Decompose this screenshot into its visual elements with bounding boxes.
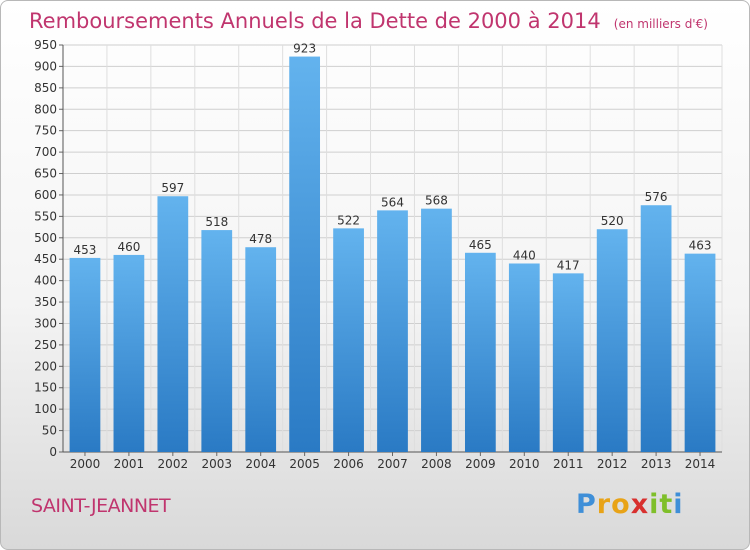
bar (596, 229, 628, 452)
bar-value-label: 460 (117, 240, 140, 254)
x-tick-label: 2010 (509, 457, 540, 471)
x-tick-label: 2009 (465, 457, 496, 471)
y-tick-label: 350 (34, 295, 57, 309)
y-tick-label: 400 (34, 274, 57, 288)
bar (640, 205, 672, 452)
labels: 0 50 100 150 200 250 300 350 400 450 500 550 600 650 7… (34, 38, 715, 471)
chart-unit: (en milliers d'€) (613, 17, 708, 31)
y-tick-label: 0 (49, 445, 57, 459)
logo-letter: i (673, 489, 684, 520)
x-tick-label: 2005 (289, 457, 320, 471)
y-tick-label: 850 (34, 81, 57, 95)
bar (245, 247, 277, 452)
bar (69, 257, 101, 452)
x-tick-label: 2013 (641, 457, 672, 471)
bar-value-label: 568 (425, 194, 448, 208)
bars (69, 56, 716, 452)
x-tick-label: 2000 (70, 457, 101, 471)
bar-value-label: 564 (381, 195, 404, 209)
y-tick-label: 150 (34, 381, 57, 395)
y-tick-label: 200 (34, 359, 57, 373)
bar (552, 273, 584, 452)
bar-value-label: 465 (469, 238, 492, 252)
bar (377, 210, 408, 452)
bar-value-label: 597 (161, 181, 184, 195)
logo-letter: x (630, 489, 650, 520)
bar-value-label: 520 (601, 214, 624, 228)
bar-value-label: 453 (74, 243, 97, 257)
bar-value-label: 522 (337, 213, 360, 227)
bar (157, 196, 189, 452)
x-tick-label: 2006 (333, 457, 364, 471)
chart-title-text: Remboursements Annuels de la Dette de 20… (29, 9, 601, 33)
y-tick-label: 550 (34, 209, 57, 223)
y-tick-label: 100 (34, 402, 57, 416)
logo-letter: i (649, 489, 660, 520)
y-tick-label: 600 (34, 188, 57, 202)
y-tick-label: 650 (34, 167, 57, 181)
x-tick-label: 2011 (553, 457, 584, 471)
bar (464, 252, 496, 452)
y-tick-label: 750 (34, 124, 57, 138)
logo-letter: t (659, 489, 674, 520)
city-name: SAINT-JEANNET (31, 495, 171, 517)
x-tick-label: 2001 (114, 457, 145, 471)
chart-title: Remboursements Annuels de la Dette de 20… (29, 9, 708, 33)
y-tick-label: 800 (34, 102, 57, 116)
y-tick-label: 700 (34, 145, 57, 159)
y-tick-label: 300 (34, 316, 57, 330)
x-tick-label: 2014 (685, 457, 716, 471)
x-tick-label: 2012 (597, 457, 628, 471)
proxiti-logo: Proxiti (576, 489, 684, 520)
y-tick-label: 450 (34, 252, 57, 266)
y-tick-label: 250 (34, 338, 57, 352)
x-tick-label: 2002 (158, 457, 189, 471)
bar (113, 254, 145, 452)
logo-letter: P (576, 489, 597, 520)
bar-value-label: 518 (205, 215, 228, 229)
bar-value-label: 417 (557, 258, 580, 272)
bar-value-label: 440 (513, 248, 536, 262)
logo-letter: r (596, 489, 612, 520)
bar-value-label: 478 (249, 232, 272, 246)
y-tick-label: 900 (34, 59, 57, 73)
bar (289, 56, 321, 452)
x-tick-label: 2007 (377, 457, 408, 471)
bar (508, 263, 540, 452)
bar (333, 228, 364, 452)
bar-value-label: 463 (689, 239, 712, 253)
bar (684, 253, 716, 452)
y-tick-label: 500 (34, 231, 57, 245)
x-tick-label: 2004 (245, 457, 276, 471)
y-tick-label: 50 (42, 424, 57, 438)
bar-value-label: 923 (293, 42, 316, 56)
x-tick-label: 2008 (421, 457, 452, 471)
bar (201, 230, 233, 452)
x-tick-label: 2003 (201, 457, 232, 471)
bar (421, 208, 452, 452)
bar-value-label: 576 (645, 190, 668, 204)
logo-letter: o (611, 489, 631, 520)
y-tick-label: 950 (34, 38, 57, 52)
